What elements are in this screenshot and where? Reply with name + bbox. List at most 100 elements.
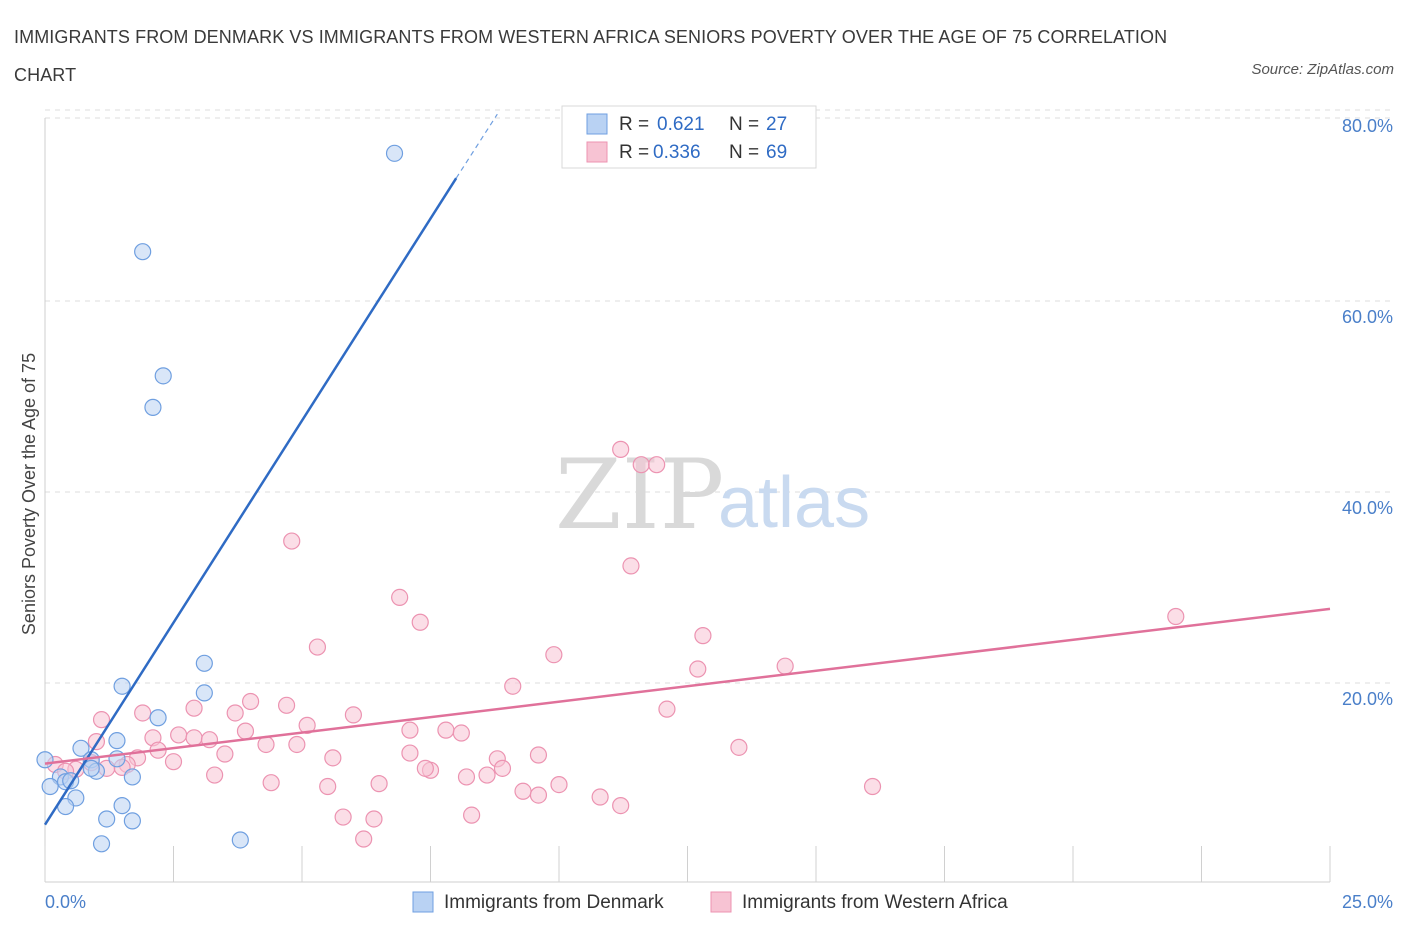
legend-n-label-western-africa: N = bbox=[729, 142, 759, 163]
legend-r-label-western-africa: R = bbox=[619, 142, 649, 163]
y-tick-label: 80.0% bbox=[1342, 116, 1393, 136]
point-western-africa bbox=[242, 692, 260, 711]
top-legend: R = 0.621 N = 27 R = 0.336 N = 69 bbox=[561, 105, 817, 169]
point-western-africa bbox=[324, 749, 342, 767]
y-tick-label: 20.0% bbox=[1342, 689, 1393, 709]
point-denmark bbox=[72, 739, 90, 757]
point-western-africa bbox=[648, 456, 666, 474]
bottom-legend: Immigrants from Denmark Immigrants from … bbox=[412, 891, 1008, 913]
point-western-africa bbox=[262, 774, 280, 792]
point-western-africa bbox=[344, 706, 362, 724]
point-western-africa bbox=[277, 696, 296, 714]
point-western-africa bbox=[437, 721, 455, 739]
point-western-africa bbox=[612, 440, 630, 458]
point-western-africa bbox=[370, 775, 388, 793]
trendline-denmark-extension bbox=[455, 113, 498, 179]
point-western-africa bbox=[391, 588, 409, 607]
point-denmark bbox=[154, 367, 172, 385]
point-denmark bbox=[113, 677, 131, 695]
legend-n-value-denmark: 27 bbox=[766, 114, 787, 135]
axes-layer bbox=[44, 118, 1331, 883]
point-denmark bbox=[144, 398, 162, 416]
point-western-africa bbox=[92, 711, 111, 729]
point-denmark bbox=[36, 751, 54, 769]
bottom-legend-swatch-denmark bbox=[412, 891, 434, 913]
x-tick-label-min: 0.0% bbox=[45, 892, 86, 912]
point-western-africa bbox=[226, 704, 244, 722]
point-denmark bbox=[385, 144, 404, 162]
point-western-africa bbox=[401, 721, 419, 739]
labels-layer: 20.0% 40.0% 60.0% 80.0% 0.0% 25.0% bbox=[45, 116, 1393, 912]
point-western-africa bbox=[658, 700, 676, 718]
point-western-africa bbox=[689, 660, 707, 678]
legend-r-label-denmark: R = bbox=[619, 114, 649, 135]
point-western-africa bbox=[529, 786, 548, 804]
point-western-africa bbox=[591, 788, 609, 806]
point-western-africa bbox=[463, 806, 481, 824]
point-western-africa bbox=[308, 638, 327, 656]
watermark-zip: ZIP bbox=[555, 439, 724, 551]
point-western-africa bbox=[411, 613, 429, 631]
point-western-africa bbox=[545, 646, 563, 664]
point-denmark bbox=[108, 732, 126, 750]
point-western-africa bbox=[206, 766, 224, 784]
grid-layer bbox=[45, 109, 1390, 684]
point-western-africa bbox=[334, 808, 352, 826]
point-western-africa bbox=[355, 830, 373, 848]
watermark: ZIP atlas bbox=[555, 439, 870, 551]
source-label: Source: ZipAtlas.com bbox=[1251, 61, 1394, 78]
point-western-africa bbox=[288, 735, 306, 754]
point-denmark bbox=[98, 810, 116, 828]
trendline-denmark bbox=[43, 177, 458, 826]
point-western-africa bbox=[550, 775, 568, 794]
bottom-legend-label-western-africa: Immigrants from Western Africa bbox=[742, 892, 1008, 913]
trendline-western-africa bbox=[44, 607, 1331, 765]
point-denmark bbox=[134, 243, 152, 261]
point-denmark bbox=[113, 796, 131, 815]
point-western-africa bbox=[283, 532, 301, 550]
point-western-africa bbox=[298, 716, 316, 734]
watermark-atlas: atlas bbox=[718, 463, 870, 543]
y-tick-label: 40.0% bbox=[1342, 498, 1393, 518]
points-layer bbox=[36, 144, 1185, 853]
point-western-africa bbox=[622, 557, 640, 575]
point-western-africa bbox=[632, 456, 650, 474]
bottom-legend-label-denmark: Immigrants from Denmark bbox=[444, 892, 664, 913]
legend-r-value-denmark: 0.621 bbox=[657, 114, 705, 135]
point-western-africa bbox=[612, 796, 630, 815]
chart-title: IMMIGRANTS FROM DENMARK VS IMMIGRANTS FR… bbox=[14, 27, 1168, 85]
point-denmark bbox=[123, 768, 141, 786]
point-western-africa bbox=[694, 627, 712, 645]
legend-n-value-western-africa: 69 bbox=[766, 142, 787, 163]
y-axis-label: Seniors Poverty Over the Age of 75 bbox=[19, 353, 39, 635]
legend-n-label-denmark: N = bbox=[729, 114, 759, 135]
legend-swatch-denmark bbox=[586, 113, 608, 135]
bottom-legend-swatch-western-africa bbox=[710, 891, 732, 913]
point-western-africa bbox=[416, 759, 434, 777]
point-denmark bbox=[92, 835, 111, 853]
point-denmark bbox=[195, 684, 213, 702]
point-western-africa bbox=[776, 657, 794, 675]
legend-swatch-western-africa bbox=[586, 141, 608, 163]
point-western-africa bbox=[452, 724, 470, 742]
point-denmark bbox=[41, 777, 59, 796]
point-denmark bbox=[123, 812, 141, 830]
point-western-africa bbox=[134, 704, 152, 722]
point-western-africa bbox=[216, 745, 234, 763]
point-denmark bbox=[149, 709, 167, 727]
point-western-africa bbox=[730, 738, 748, 756]
trend-layer bbox=[43, 113, 1331, 826]
point-denmark bbox=[195, 654, 213, 672]
point-western-africa bbox=[493, 759, 512, 777]
legend-r-value-western-africa: 0.336 bbox=[653, 142, 701, 163]
point-denmark bbox=[82, 759, 100, 777]
point-western-africa bbox=[185, 699, 203, 717]
point-western-africa bbox=[863, 777, 882, 796]
point-western-africa bbox=[236, 722, 255, 740]
point-western-africa bbox=[514, 782, 532, 800]
point-western-africa bbox=[504, 677, 522, 695]
point-western-africa bbox=[457, 768, 476, 786]
point-western-africa bbox=[401, 744, 419, 762]
point-western-africa bbox=[1167, 607, 1185, 626]
